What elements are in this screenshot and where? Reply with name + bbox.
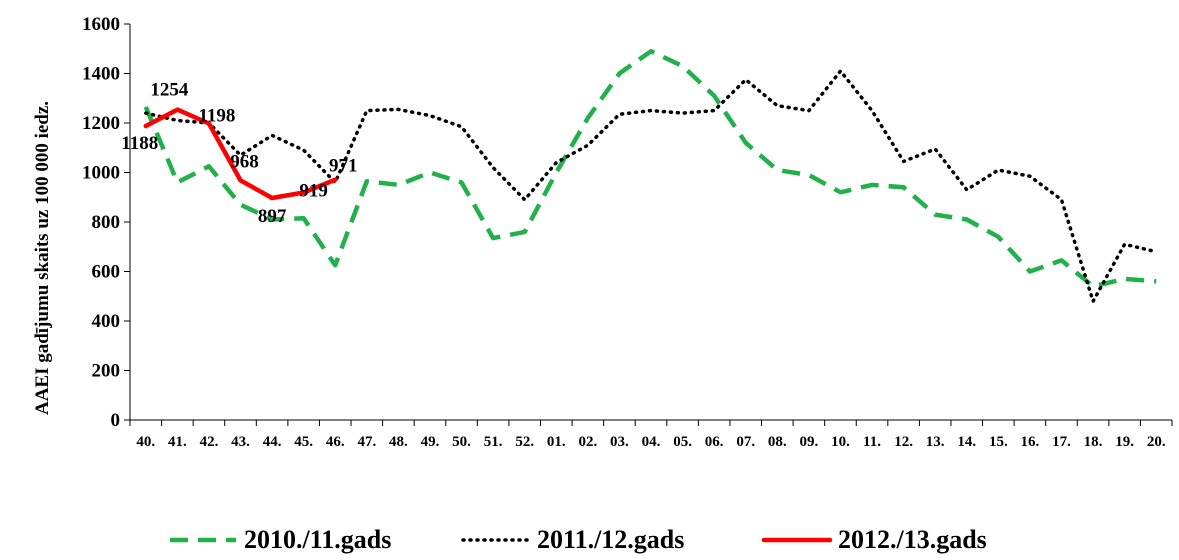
y-tick-labels: 0 200 400 600 800 1000 1200 1400 1600 bbox=[82, 14, 120, 431]
legend-label-2: 2011./12.gads bbox=[537, 525, 684, 554]
y-axis-title: AAEI gadījumu skaits uz 100 000 iedz. bbox=[32, 101, 53, 415]
x-tick-label: 04. bbox=[642, 434, 661, 450]
data-label: 968 bbox=[230, 151, 259, 172]
y-tick-label: 600 bbox=[92, 262, 121, 283]
x-tick-labels: 40. 41. 42. 43. 44. 45. 46. 47. 48. 49. 50. 51. 52. 0… bbox=[136, 434, 1165, 450]
x-tick-label: 05. bbox=[673, 434, 692, 450]
legend-label-1: 2010./11.gads bbox=[244, 525, 391, 554]
series-lines bbox=[143, 48, 1158, 303]
y-tick-label: 800 bbox=[92, 212, 121, 233]
axes-layer bbox=[124, 23, 1173, 426]
y-tick-label: 1600 bbox=[82, 14, 120, 35]
x-tick-label: 42. bbox=[200, 434, 219, 450]
y-tick-label: 200 bbox=[92, 361, 121, 382]
x-tick-label: 03. bbox=[610, 434, 629, 450]
x-tick-label: 51. bbox=[484, 434, 503, 450]
x-tick-label: 20. bbox=[1147, 434, 1166, 450]
x-tick-label: 09. bbox=[800, 434, 819, 450]
data-label: 897 bbox=[258, 206, 287, 227]
x-tick-label: 18. bbox=[1084, 434, 1103, 450]
data-label: 971 bbox=[329, 156, 358, 177]
x-tick-label: 19. bbox=[1115, 434, 1134, 450]
x-tick-label: 44. bbox=[263, 434, 282, 450]
x-tick-label: 06. bbox=[705, 434, 724, 450]
x-tick-label: 13. bbox=[926, 434, 945, 450]
legend: 2010./11.gads 2011./12.gads 2012./13.gads bbox=[170, 525, 987, 554]
data-label: 1254 bbox=[150, 80, 189, 101]
x-tick-label: 14. bbox=[957, 434, 976, 450]
series-line-2 bbox=[144, 69, 1158, 303]
data-label: 1188 bbox=[121, 133, 158, 154]
x-tick-label: 16. bbox=[1021, 434, 1040, 450]
y-tick-label: 1000 bbox=[82, 163, 120, 184]
x-tick-label: 50. bbox=[452, 434, 471, 450]
x-tick-label: 45. bbox=[294, 434, 313, 450]
series-line-1 bbox=[143, 48, 1157, 289]
x-tick-label: 01. bbox=[547, 434, 566, 450]
x-tick-label: 41. bbox=[168, 434, 187, 450]
y-tick-label: 400 bbox=[92, 311, 121, 332]
x-tick-label: 43. bbox=[231, 434, 250, 450]
x-tick-label: 15. bbox=[989, 434, 1008, 450]
x-tick-label: 46. bbox=[326, 434, 345, 450]
x-tick-label: 10. bbox=[831, 434, 850, 450]
x-tick-label: 12. bbox=[894, 434, 913, 450]
x-tick-label: 47. bbox=[357, 434, 376, 450]
legend-label-3: 2012./13.gads bbox=[838, 525, 987, 554]
x-tick-label: 08. bbox=[768, 434, 787, 450]
series-line-3 bbox=[143, 107, 338, 201]
x-tick-label: 07. bbox=[736, 434, 755, 450]
x-tick-label: 17. bbox=[1052, 434, 1071, 450]
x-tick-label: 52. bbox=[515, 434, 534, 450]
x-tick-label: 40. bbox=[136, 434, 155, 450]
y-tick-label: 1400 bbox=[82, 64, 120, 85]
data-label: 919 bbox=[299, 181, 328, 202]
x-tick-label: 02. bbox=[578, 434, 597, 450]
x-tick-label: 11. bbox=[863, 434, 881, 450]
y-tick-label: 0 bbox=[111, 410, 121, 431]
y-tick-label: 1200 bbox=[82, 113, 120, 134]
x-tick-label: 48. bbox=[389, 434, 408, 450]
data-label: 1198 bbox=[198, 105, 235, 126]
x-tick-label: 49. bbox=[421, 434, 440, 450]
